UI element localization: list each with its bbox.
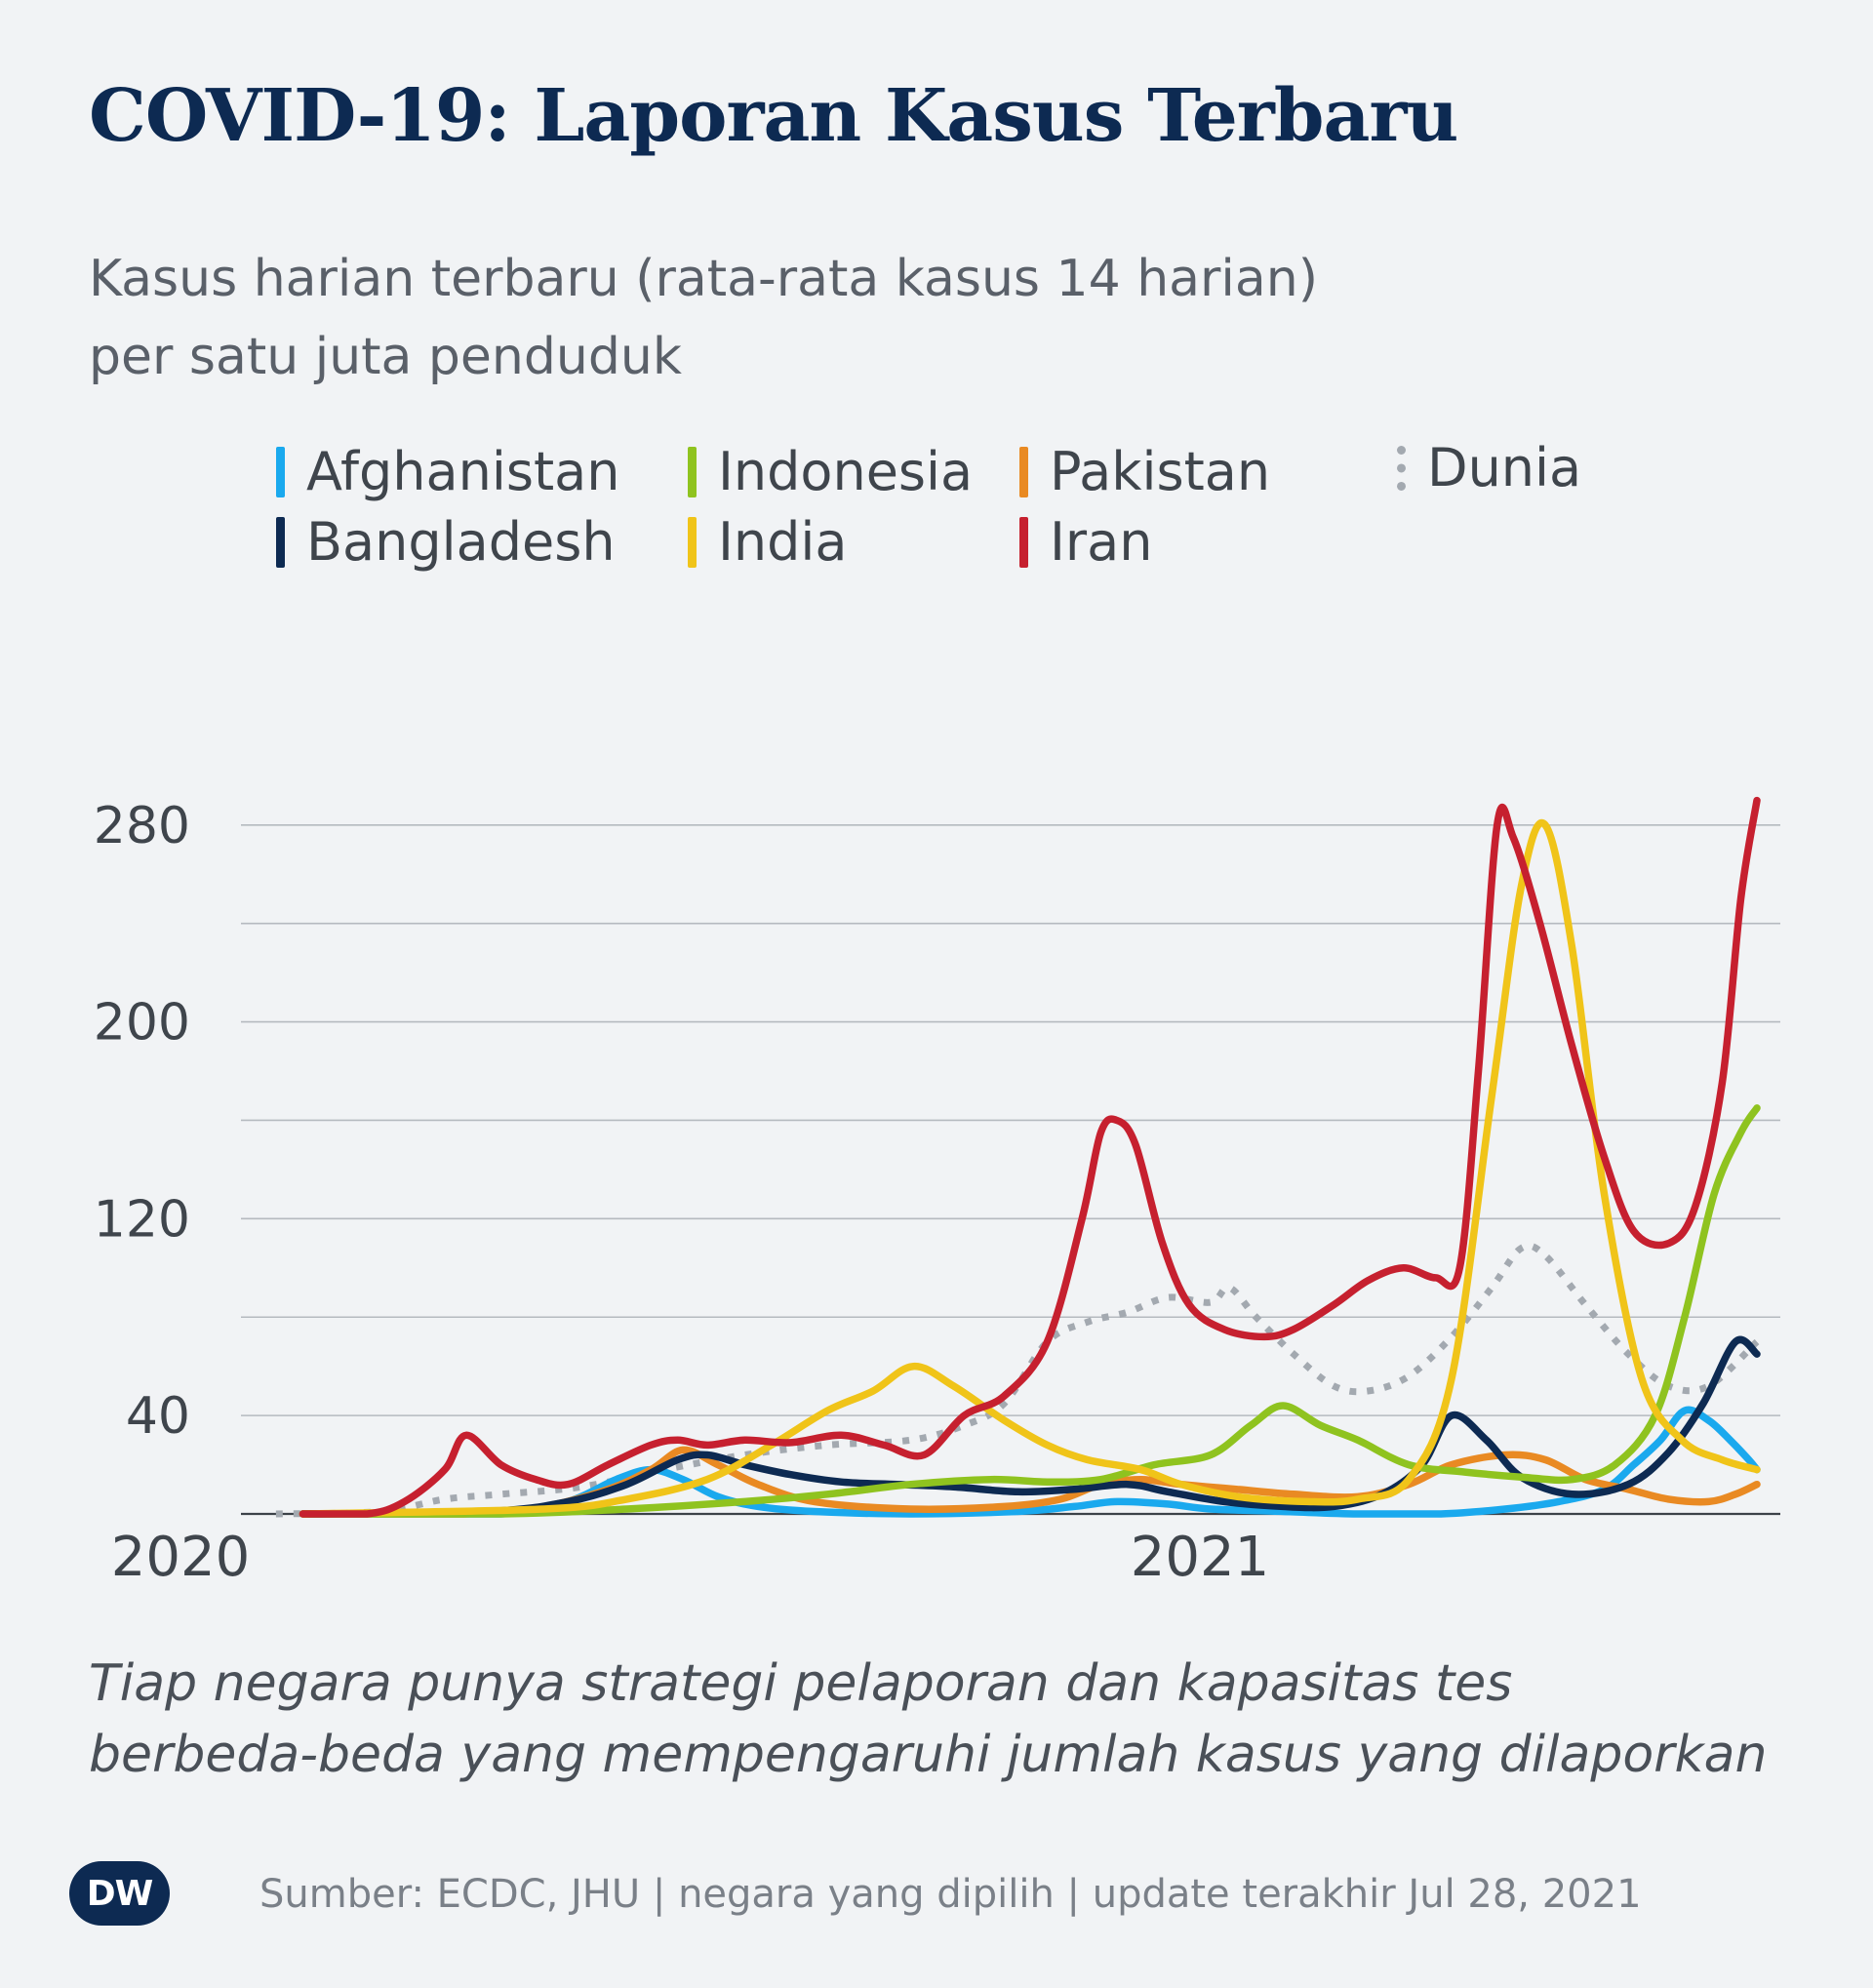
footnote-line-1: Tiap negara punya strategi pelaporan dan… xyxy=(89,1654,1513,1713)
y-tick-label: 120 xyxy=(94,1190,190,1249)
y-tick-label: 280 xyxy=(94,797,190,855)
legend-item-pakistan: Pakistan xyxy=(1019,441,1270,502)
legend-swatch xyxy=(276,516,285,568)
dw-logo: DW xyxy=(69,1861,170,1926)
legend-swatch xyxy=(688,446,697,497)
legend-label: Bangladesh xyxy=(306,511,616,573)
series-line-afghanistan xyxy=(299,1406,1761,1518)
legend-label: Iran xyxy=(1050,511,1153,573)
series-line-iran xyxy=(299,796,1761,1518)
legend-label: India xyxy=(718,511,848,573)
legend-label: Dunia xyxy=(1427,437,1582,498)
legend-item-iran: Iran xyxy=(1019,511,1152,573)
legend-item-afghanistan: Afghanistan xyxy=(276,441,619,502)
series-line-bangladesh xyxy=(299,1335,1761,1518)
footnote: Tiap negara punya strategi pelaporan dan… xyxy=(89,1649,1768,1791)
legend-label: Pakistan xyxy=(1050,441,1271,502)
x-tick-label: 2021 xyxy=(1131,1526,1270,1589)
series-line-dunia xyxy=(275,1242,1760,1518)
subtitle-line-1: Kasus harian terbaru (rata-rata kasus 14… xyxy=(89,250,1318,308)
chart-subtitle: Kasus harian terbaru (rata-rata kasus 14… xyxy=(89,240,1318,396)
y-tick-label: 40 xyxy=(126,1387,190,1446)
subtitle-line-2: per satu juta penduduk xyxy=(89,328,682,386)
x-tick-label: 2020 xyxy=(111,1526,251,1589)
legend-item-indonesia: Indonesia xyxy=(688,441,973,502)
footnote-line-2: berbeda-beda yang mempengaruhi jumlah ka… xyxy=(89,1726,1768,1784)
legend-item-india: India xyxy=(688,511,848,573)
line-chart: 40 120 200 280 2020 2021 xyxy=(94,796,1780,1589)
legend-swatch xyxy=(1397,445,1406,491)
legend-swatch xyxy=(1019,446,1028,497)
series-line-indonesia xyxy=(299,1104,1761,1518)
source-text: Sumber: ECDC, JHU | negara yang dipilih … xyxy=(259,1872,1642,1917)
legend-swatch xyxy=(688,516,697,568)
chart-title: COVID-19: Laporan Kasus Terbaru xyxy=(89,74,1458,158)
legend-label: Afghanistan xyxy=(306,441,620,502)
legend-label: Indonesia xyxy=(718,441,974,502)
legend-swatch xyxy=(1019,516,1028,568)
legend-item-bangladesh: Bangladesh xyxy=(276,511,616,573)
legend-item-dunia: Dunia xyxy=(1397,437,1581,498)
legend-swatch xyxy=(276,446,285,497)
y-tick-label: 200 xyxy=(94,994,190,1053)
